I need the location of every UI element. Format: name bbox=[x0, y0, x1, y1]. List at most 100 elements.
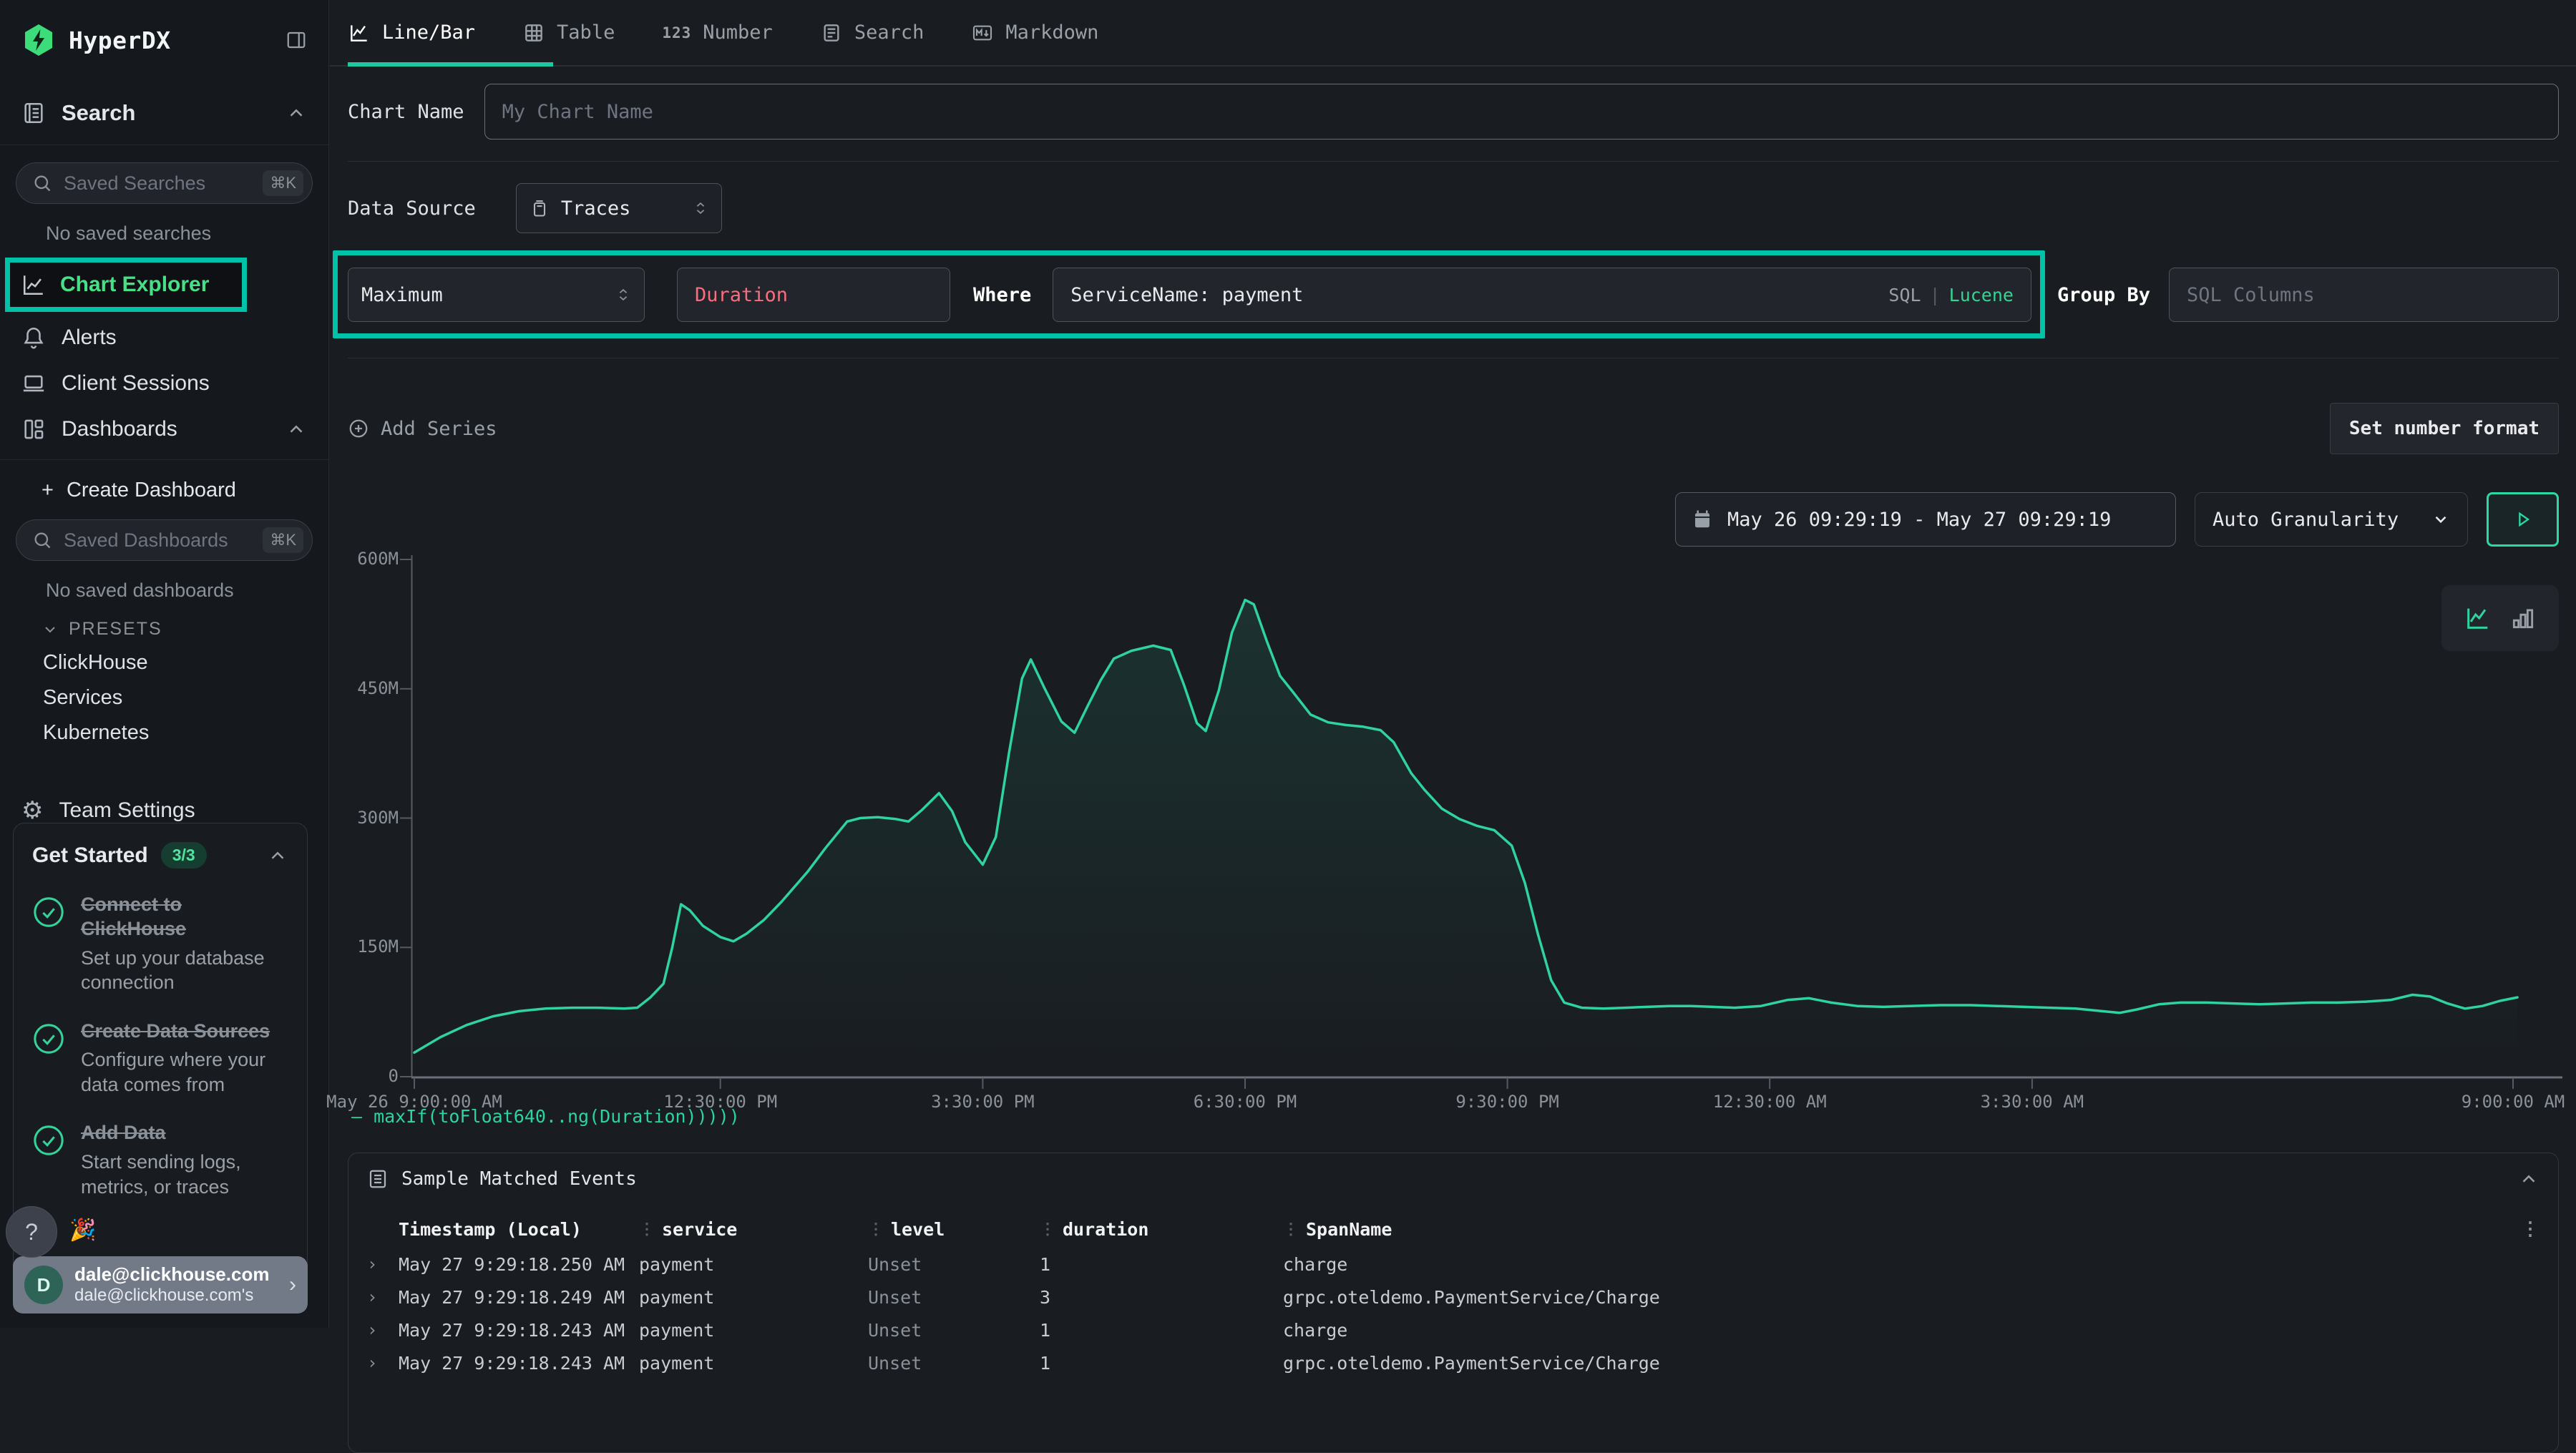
expand-row-icon[interactable]: › bbox=[367, 1353, 399, 1373]
column-header-level[interactable]: ⋮level bbox=[868, 1219, 1040, 1240]
expand-row-icon[interactable]: › bbox=[367, 1320, 399, 1340]
date-range-picker[interactable]: May 26 09:29:19 - May 27 09:29:19 bbox=[1675, 492, 2176, 547]
granularity-value: Auto Granularity bbox=[2212, 509, 2399, 531]
add-series-row: Add Series Set number format bbox=[348, 403, 2559, 454]
event-row[interactable]: ›May 27 9:29:18.243 AMpaymentUnset1grpc.… bbox=[348, 1346, 2558, 1379]
column-header-service[interactable]: ⋮service bbox=[639, 1219, 868, 1240]
bar-chart-toggle-icon[interactable] bbox=[2509, 605, 2537, 632]
saved-searches-input[interactable]: Saved Searches ⌘K bbox=[16, 162, 313, 204]
collapse-sidebar-icon[interactable] bbox=[286, 29, 307, 51]
expand-row-icon[interactable]: › bbox=[367, 1287, 399, 1307]
list-icon bbox=[367, 1168, 389, 1190]
field-value: Duration bbox=[695, 284, 788, 306]
get-started-item-title: Add Data bbox=[81, 1121, 288, 1145]
data-source-row: Data Source Traces bbox=[348, 183, 2559, 233]
field-input[interactable]: Duration bbox=[677, 268, 950, 322]
dashboards-label: Dashboards bbox=[62, 417, 177, 441]
collapse-events-icon[interactable] bbox=[2518, 1168, 2540, 1190]
x-axis-tick-label: 12:30:00 AM bbox=[1713, 1092, 1827, 1112]
data-source-value: Traces bbox=[561, 197, 631, 220]
column-drag-handle[interactable]: ⋮ bbox=[1283, 1220, 1299, 1238]
get-started-item-text: Create Data SourcesConfigure where your … bbox=[81, 1019, 288, 1097]
sidebar-item-client-sessions[interactable]: Client Sessions bbox=[0, 361, 328, 406]
presets-toggle[interactable]: PRESETS bbox=[0, 602, 328, 640]
chart-line-icon bbox=[21, 273, 46, 297]
search-icon bbox=[32, 530, 52, 550]
aggregation-select[interactable]: Maximum bbox=[348, 268, 645, 322]
group-by-input[interactable]: SQL Columns bbox=[2169, 268, 2559, 322]
preset-item[interactable]: Kubernetes bbox=[0, 710, 328, 745]
chevron-up-icon[interactable] bbox=[267, 845, 288, 866]
x-axis-tick-label: 3:30:00 AM bbox=[1981, 1092, 2084, 1112]
get-started-item[interactable]: Create Data SourcesConfigure where your … bbox=[32, 1019, 288, 1097]
gear-icon: ⚙ bbox=[21, 798, 43, 823]
lucene-mode-toggle[interactable]: Lucene bbox=[1949, 285, 2014, 305]
x-axis-tick-label: 3:30:00 PM bbox=[931, 1092, 1035, 1112]
time-series-chart[interactable] bbox=[411, 527, 2562, 1092]
get-started-progress-badge: 3/3 bbox=[161, 842, 207, 869]
column-header-timestamp-local-[interactable]: Timestamp (Local) bbox=[399, 1219, 639, 1240]
column-drag-handle[interactable]: ⋮ bbox=[639, 1220, 655, 1238]
help-button[interactable]: ? bbox=[6, 1206, 57, 1258]
column-header-duration[interactable]: ⋮duration bbox=[1040, 1219, 1283, 1240]
plus-circle-icon bbox=[348, 418, 369, 439]
preset-item[interactable]: ClickHouse bbox=[0, 640, 328, 675]
tab-line-bar[interactable]: Line/Bar bbox=[348, 21, 475, 44]
granularity-select[interactable]: Auto Granularity bbox=[2195, 492, 2468, 547]
column-drag-handle[interactable]: ⋮ bbox=[868, 1220, 884, 1238]
column-header-spanname[interactable]: ⋮SpanName bbox=[1283, 1219, 2508, 1240]
event-cell: Unset bbox=[868, 1320, 1040, 1341]
team-settings-label: Team Settings bbox=[59, 798, 195, 823]
events-title: Sample Matched Events bbox=[401, 1168, 637, 1190]
sidebar-section-search[interactable]: Search bbox=[0, 57, 328, 145]
event-cell: payment bbox=[639, 1320, 868, 1341]
data-source-select[interactable]: Traces bbox=[516, 183, 722, 233]
create-dashboard-button[interactable]: + Create Dashboard bbox=[0, 460, 328, 502]
event-cell: payment bbox=[639, 1287, 868, 1308]
plus-icon: + bbox=[42, 479, 54, 502]
logo-row: HyperDX bbox=[0, 0, 328, 57]
preset-item[interactable]: Services bbox=[0, 675, 328, 710]
saved-dashboards-input[interactable]: Saved Dashboards ⌘K bbox=[16, 519, 313, 561]
event-cell: payment bbox=[639, 1254, 868, 1275]
x-axis-tick-label: 6:30:00 PM bbox=[1194, 1092, 1297, 1112]
run-query-button[interactable] bbox=[2487, 492, 2559, 547]
chevron-up-icon[interactable] bbox=[286, 102, 307, 124]
sql-mode-toggle[interactable]: SQL bbox=[1888, 285, 1921, 305]
where-value: ServiceName: payment bbox=[1070, 284, 1303, 306]
event-row[interactable]: ›May 27 9:29:18.243 AMpaymentUnset1charg… bbox=[348, 1313, 2558, 1346]
get-started-items: Connect to ClickHouseSet up your databas… bbox=[32, 893, 288, 1199]
data-source-label: Data Source bbox=[348, 197, 476, 220]
event-row[interactable]: ›May 27 9:29:18.250 AMpaymentUnset1charg… bbox=[348, 1248, 2558, 1281]
user-email: dale@clickhouse.com bbox=[74, 1263, 269, 1286]
get-started-header[interactable]: Get Started 3/3 bbox=[32, 842, 288, 869]
tab-search[interactable]: Search bbox=[820, 21, 924, 44]
user-account-button[interactable]: D dale@clickhouse.com dale@clickhouse.co… bbox=[13, 1256, 308, 1313]
shortcut-badge: ⌘K bbox=[263, 170, 303, 196]
get-started-item-text: Connect to ClickHouseSet up your databas… bbox=[81, 893, 288, 995]
chevron-up-icon[interactable] bbox=[286, 419, 307, 440]
get-started-item[interactable]: Connect to ClickHouseSet up your databas… bbox=[32, 893, 288, 995]
no-saved-searches-text: No saved searches bbox=[0, 204, 328, 245]
table-options-kebab-icon[interactable]: ⋮ bbox=[2508, 1218, 2540, 1240]
set-number-format-button[interactable]: Set number format bbox=[2330, 403, 2559, 454]
tab-number[interactable]: 123 Number bbox=[662, 21, 772, 44]
where-input[interactable]: ServiceName: payment SQL | Lucene bbox=[1053, 268, 2031, 322]
line-chart-icon bbox=[348, 21, 371, 44]
client-sessions-label: Client Sessions bbox=[62, 371, 210, 396]
expand-row-icon[interactable]: › bbox=[367, 1254, 399, 1274]
column-drag-handle[interactable]: ⋮ bbox=[1040, 1220, 1055, 1238]
sidebar-item-chart-explorer[interactable]: Chart Explorer bbox=[5, 258, 247, 312]
search-icon bbox=[32, 173, 52, 193]
tab-table[interactable]: Table bbox=[522, 21, 615, 44]
get-started-item[interactable]: Add Data Start sending logs, metrics, or … bbox=[32, 1121, 288, 1199]
event-row[interactable]: ›May 27 9:29:18.249 AMpaymentUnset3grpc.… bbox=[348, 1281, 2558, 1313]
add-series-button[interactable]: Add Series bbox=[348, 418, 497, 440]
line-chart-toggle-icon[interactable] bbox=[2464, 604, 2492, 632]
tab-markdown[interactable]: Markdown bbox=[971, 21, 1098, 44]
sidebar-item-dashboards[interactable]: Dashboards bbox=[0, 406, 328, 452]
get-started-item-desc: Start sending logs, metrics, or traces bbox=[81, 1150, 288, 1199]
sidebar-item-alerts[interactable]: Alerts bbox=[0, 315, 328, 361]
chart-name-input[interactable]: My Chart Name bbox=[484, 84, 2559, 140]
chart-toolbar: May 26 09:29:19 - May 27 09:29:19 Auto G… bbox=[1675, 492, 2559, 547]
